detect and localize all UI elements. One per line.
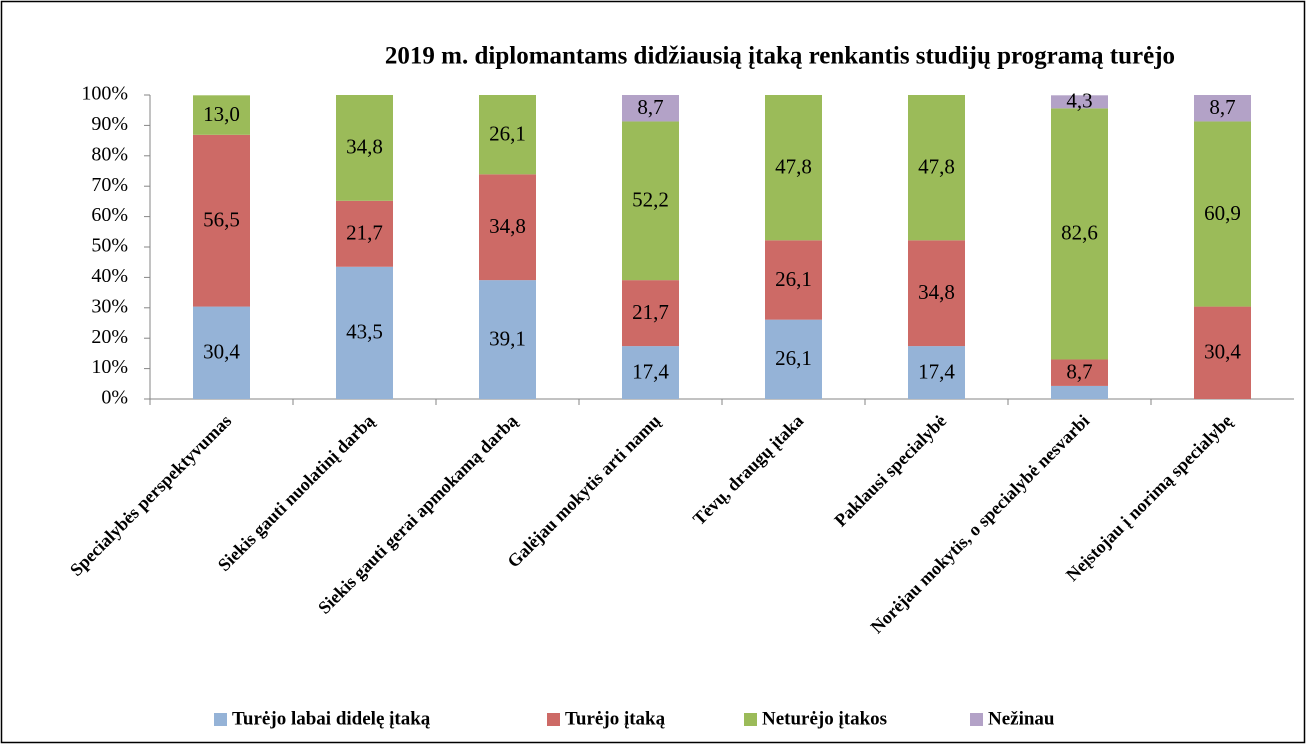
bar-segment [622,121,679,281]
data-label: 30,4 [1204,340,1241,364]
data-label: 34,8 [918,280,955,304]
y-tick-label: 0% [101,387,128,409]
bar-segment [1194,121,1251,307]
y-tick-label: 70% [91,174,128,196]
bar-segment [1051,108,1108,360]
data-label: 34,8 [346,135,383,159]
bar-segment [765,95,822,241]
bar-segment [336,266,393,399]
bar-segment [336,95,393,201]
legend-label: Nežinau [988,708,1055,729]
data-label: 47,8 [775,154,812,178]
y-tick-label: 90% [91,113,128,135]
bar-segment [193,95,250,135]
bar-segment [1194,95,1251,122]
data-label: 60,9 [1204,201,1241,225]
bar-segment [193,134,250,307]
y-tick-label: 80% [91,143,128,165]
y-tick-label: 50% [91,235,128,257]
y-tick-label: 30% [91,295,128,317]
bar-segment [479,280,536,399]
data-label: 52,2 [632,188,669,212]
y-tick-label: 10% [91,356,128,378]
data-label: 26,1 [489,121,526,145]
bar-segment [479,174,536,281]
data-label: 26,1 [775,267,812,291]
y-tick-label: 60% [91,204,128,226]
legend-label: Neturėjo įtakos [762,708,887,729]
data-label: 39,1 [489,326,526,350]
data-label: 17,4 [632,359,669,383]
data-label: 13,0 [203,102,240,126]
data-label: 82,6 [1061,221,1098,245]
legend-swatch [547,713,560,726]
data-label: 4,3 [1066,89,1092,113]
bar-segment [622,280,679,347]
data-label: 21,7 [346,221,383,245]
bar-segment [193,306,250,399]
data-label: 21,7 [632,300,669,324]
bar-segment [1051,385,1108,399]
legend-swatch [744,713,757,726]
data-label: 8,7 [1066,360,1092,384]
data-label: 26,1 [775,346,812,370]
data-label: 8,7 [637,95,663,119]
bar-segment [1194,306,1251,399]
legend-swatch [970,713,983,726]
bar-segment [336,200,393,267]
bar-segment [622,95,679,122]
bar-segment [765,319,822,399]
data-label: 34,8 [489,214,526,238]
bar-segment [908,95,965,241]
data-label: 30,4 [203,340,240,364]
chart-title: 2019 m. diplomantams didžiausią įtaką re… [385,43,1175,70]
data-label: 47,8 [918,154,955,178]
bar-segment [908,346,965,399]
bar-segment [622,346,679,399]
data-label: 17,4 [918,359,955,383]
y-tick-label: 20% [91,326,128,348]
legend-label: Turėjo įtaką [565,708,666,729]
bar-segment [1051,95,1108,109]
data-label: 8,7 [1209,95,1235,119]
data-label: 43,5 [346,320,383,344]
y-tick-label: 40% [91,265,128,287]
bar-segment [479,95,536,175]
legend-label: Turėjo labai didelę įtaką [232,708,431,729]
bar-segment [908,240,965,347]
bar-segment [1051,359,1108,386]
data-label: 56,5 [203,208,240,232]
bar-segment [765,240,822,320]
legend-swatch [214,713,227,726]
y-tick-label: 100% [81,83,128,105]
